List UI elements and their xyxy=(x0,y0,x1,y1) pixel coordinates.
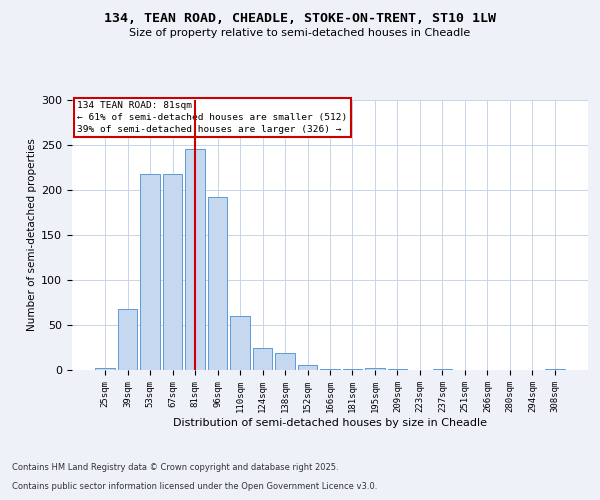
Bar xyxy=(253,348,272,370)
Text: 134 TEAN ROAD: 81sqm
← 61% of semi-detached houses are smaller (512)
39% of semi: 134 TEAN ROAD: 81sqm ← 61% of semi-detac… xyxy=(77,102,347,134)
Bar xyxy=(208,197,227,370)
Text: Contains public sector information licensed under the Open Government Licence v3: Contains public sector information licen… xyxy=(12,482,377,491)
Bar xyxy=(343,369,362,370)
Bar xyxy=(118,309,137,370)
Bar xyxy=(95,368,115,370)
Bar xyxy=(275,353,295,370)
Y-axis label: Number of semi-detached properties: Number of semi-detached properties xyxy=(27,138,37,332)
Bar xyxy=(185,148,205,370)
Text: 134, TEAN ROAD, CHEADLE, STOKE-ON-TRENT, ST10 1LW: 134, TEAN ROAD, CHEADLE, STOKE-ON-TRENT,… xyxy=(104,12,496,26)
Bar xyxy=(298,364,317,370)
X-axis label: Distribution of semi-detached houses by size in Cheadle: Distribution of semi-detached houses by … xyxy=(173,418,487,428)
Bar xyxy=(230,316,250,370)
Bar xyxy=(433,369,452,370)
Bar xyxy=(388,369,407,370)
Bar xyxy=(545,369,565,370)
Bar xyxy=(140,174,160,370)
Bar xyxy=(365,368,385,370)
Text: Contains HM Land Registry data © Crown copyright and database right 2025.: Contains HM Land Registry data © Crown c… xyxy=(12,464,338,472)
Text: Size of property relative to semi-detached houses in Cheadle: Size of property relative to semi-detach… xyxy=(130,28,470,38)
Bar xyxy=(320,369,340,370)
Bar xyxy=(163,174,182,370)
